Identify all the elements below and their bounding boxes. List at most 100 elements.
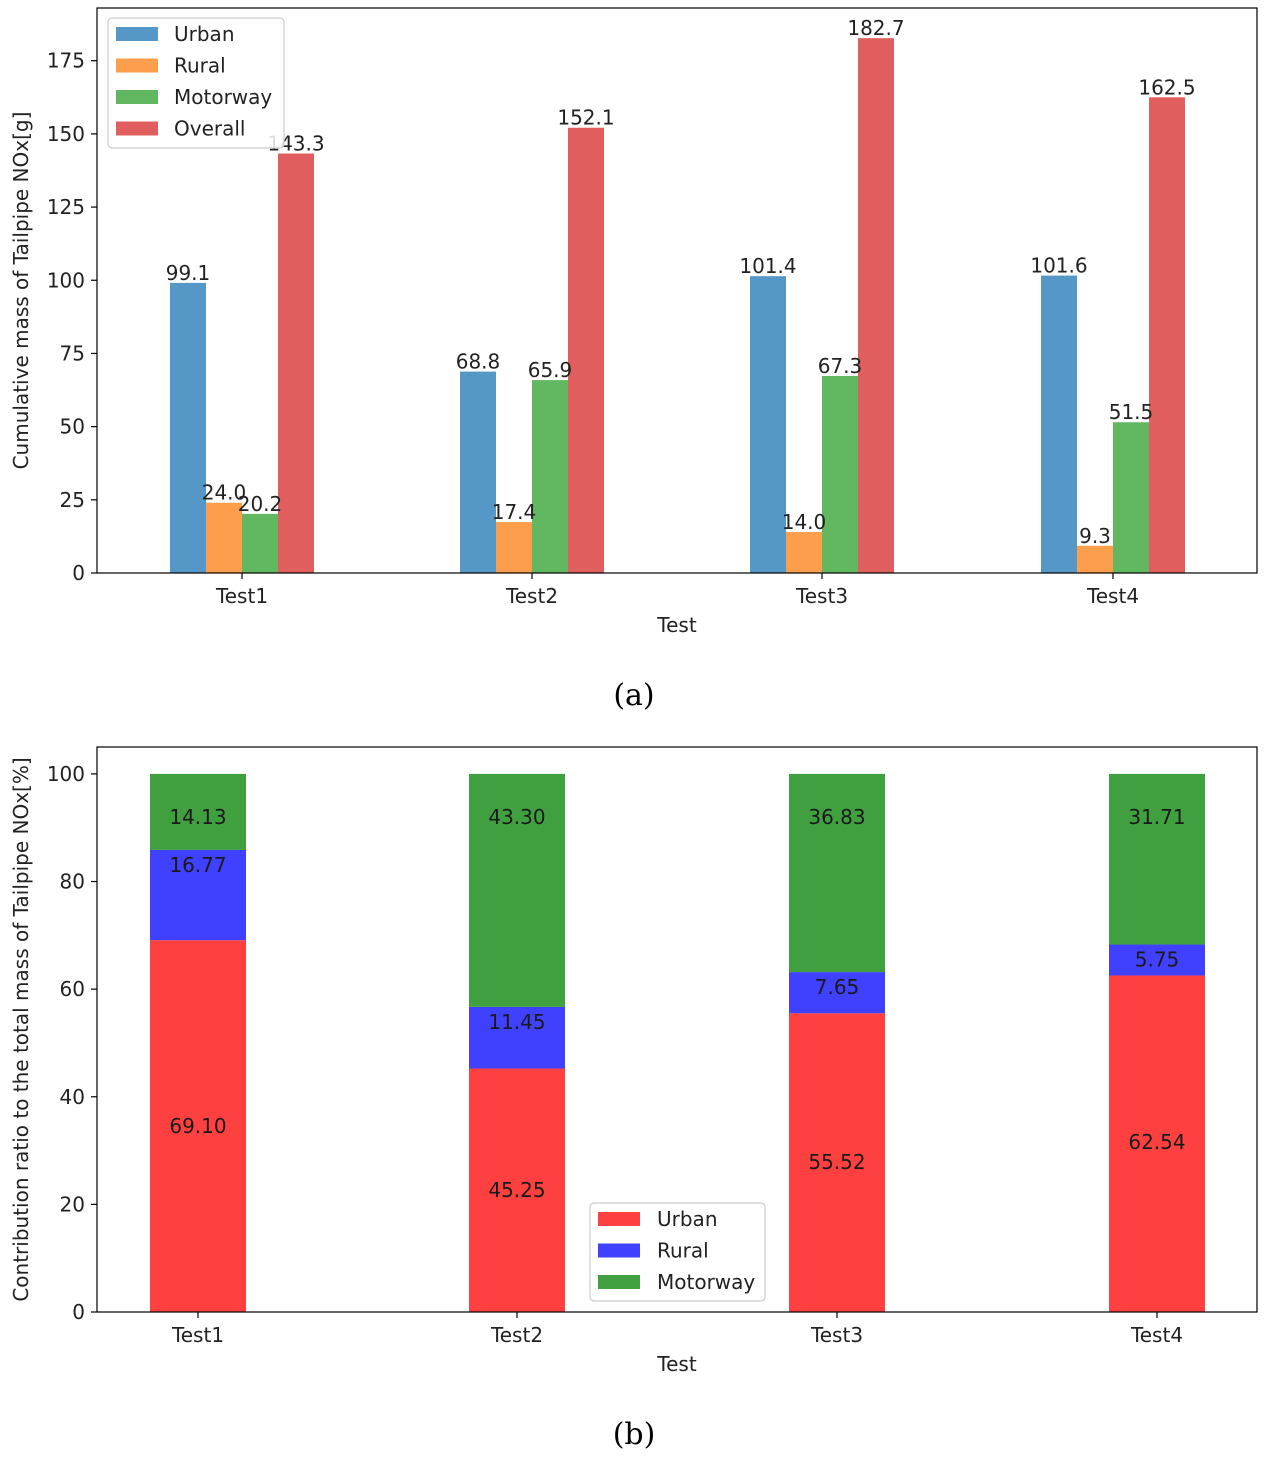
value-label-motorway-test1: 14.13 bbox=[169, 805, 226, 829]
bar-overall-test1 bbox=[278, 153, 314, 573]
x-tick-label: Test4 bbox=[1086, 584, 1139, 608]
value-label-rural-test2: 17.4 bbox=[492, 500, 537, 524]
legend-swatch-motorway bbox=[598, 1275, 640, 1289]
value-label-rural-test1: 24.0 bbox=[202, 481, 247, 505]
bar-motorway-test4 bbox=[1113, 422, 1149, 573]
y-tick-label: 20 bbox=[60, 1192, 85, 1216]
value-label-motorway-test1: 20.2 bbox=[238, 492, 283, 516]
bar-rural-test3 bbox=[786, 532, 822, 573]
chart-b-value-labels: 69.10 16.77 14.13 45.25 11.45 43.30 55.52 7.65 3… bbox=[169, 805, 1185, 1202]
x-tick-label: Test1 bbox=[215, 584, 268, 608]
bar-motorway-test4 bbox=[1109, 773, 1205, 945]
value-label-motorway-test2: 65.9 bbox=[528, 358, 573, 382]
value-label-urban-test3: 101.4 bbox=[739, 254, 796, 278]
legend-swatch-overall bbox=[116, 121, 158, 136]
bar-urban-test1 bbox=[170, 282, 206, 573]
chart-a: 99.1 68.8 101.4 101.6 24.0 17.4 14.0 9.3 20.2 65.… bbox=[9, 7, 1258, 713]
value-label-rural-test3: 14.0 bbox=[782, 510, 827, 534]
chart-a-x-axis-label: Test bbox=[656, 613, 697, 637]
x-tick-label: Test4 bbox=[1130, 1323, 1183, 1347]
bar-urban-test2 bbox=[469, 1068, 565, 1312]
bar-rural-test2 bbox=[469, 1006, 565, 1069]
y-tick-label: 75 bbox=[60, 341, 85, 365]
value-label-urban-test1: 99.1 bbox=[166, 261, 211, 285]
chart-b-y-axis-label: Contribution ratio to the total mass of … bbox=[9, 757, 33, 1301]
value-label-urban-test2: 68.8 bbox=[456, 350, 501, 374]
value-label-urban-test2: 45.25 bbox=[488, 1178, 545, 1202]
y-tick-label: 0 bbox=[72, 561, 85, 585]
chart-b-plot-frame bbox=[96, 746, 1258, 1313]
y-tick-label: 150 bbox=[47, 122, 85, 146]
bar-overall-test4 bbox=[1149, 97, 1185, 573]
bar-rural-test4 bbox=[1077, 545, 1113, 573]
value-label-overall-test4: 162.5 bbox=[1138, 75, 1195, 99]
value-label-motorway-test3: 67.3 bbox=[818, 354, 863, 378]
value-label-overall-test2: 152.1 bbox=[557, 106, 614, 130]
bar-motorway-test2 bbox=[532, 380, 568, 573]
legend-box bbox=[107, 17, 285, 149]
value-label-motorway-test4: 31.71 bbox=[1128, 805, 1185, 829]
y-tick-label: 175 bbox=[47, 49, 85, 73]
panel-b-caption: (b) bbox=[613, 1417, 656, 1452]
value-label-urban-test4: 101.6 bbox=[1030, 254, 1087, 278]
x-tick-label: Test3 bbox=[810, 1323, 863, 1347]
legend-label-urban: Urban bbox=[657, 1207, 718, 1231]
legend-swatch-rural bbox=[598, 1243, 640, 1258]
chart-a-value-labels: 99.1 68.8 101.4 101.6 24.0 17.4 14.0 9.3 20.2 65.… bbox=[166, 16, 1196, 548]
chart-a-plot-frame bbox=[96, 7, 1258, 574]
legend-swatch-urban bbox=[598, 1212, 640, 1226]
value-label-urban-test3: 55.52 bbox=[808, 1150, 865, 1174]
value-label-rural-test1: 16.77 bbox=[169, 853, 226, 877]
bar-urban-test3 bbox=[750, 276, 786, 573]
bar-rural-test4 bbox=[1109, 944, 1205, 976]
bar-rural-test1 bbox=[150, 849, 246, 941]
chart-a-legend: Urban Rural Motorway Overall bbox=[107, 17, 285, 149]
y-tick-label: 0 bbox=[72, 1300, 85, 1324]
value-label-motorway-test3: 36.83 bbox=[808, 805, 865, 829]
x-tick-label: Test2 bbox=[505, 584, 558, 608]
bar-overall-test3 bbox=[858, 38, 894, 574]
chart-a-bars bbox=[170, 38, 1185, 574]
y-tick-label: 25 bbox=[60, 488, 85, 512]
bar-urban-test4 bbox=[1109, 975, 1205, 1312]
value-label-motorway-test4: 51.5 bbox=[1109, 400, 1154, 424]
legend-label-urban: Urban bbox=[174, 22, 235, 46]
bar-urban-test3 bbox=[789, 1013, 885, 1312]
legend-label-motorway: Motorway bbox=[657, 1270, 755, 1294]
bar-motorway-test1 bbox=[150, 773, 246, 850]
y-tick-label: 40 bbox=[60, 1085, 85, 1109]
value-label-motorway-test2: 43.30 bbox=[488, 805, 545, 829]
bar-rural-test2 bbox=[496, 522, 532, 573]
value-label-rural-test4: 9.3 bbox=[1079, 524, 1111, 548]
x-tick-label: Test1 bbox=[171, 1323, 224, 1347]
value-label-rural-test3: 7.65 bbox=[815, 975, 860, 999]
chart-a-x-axis: Test1 Test2 Test3 Test4 bbox=[215, 573, 1139, 608]
bar-urban-test2 bbox=[460, 371, 496, 573]
bar-motorway-test2 bbox=[469, 773, 565, 1007]
y-tick-label: 100 bbox=[47, 762, 85, 786]
value-label-overall-test3: 182.7 bbox=[847, 16, 904, 40]
bar-motorway-test3 bbox=[789, 773, 885, 973]
bar-rural-test1 bbox=[206, 502, 242, 573]
y-tick-label: 100 bbox=[47, 268, 85, 292]
bar-motorway-test3 bbox=[822, 375, 858, 573]
y-tick-label: 80 bbox=[60, 870, 85, 894]
value-label-urban-test4: 62.54 bbox=[1128, 1130, 1185, 1154]
chart-b-x-axis-label: Test bbox=[656, 1352, 697, 1376]
y-tick-label: 60 bbox=[60, 977, 85, 1001]
chart-b: 69.10 16.77 14.13 45.25 11.45 43.30 55.52 7.65 3… bbox=[9, 746, 1258, 1452]
bar-motorway-test1 bbox=[242, 513, 278, 573]
chart-a-y-axis-label: Cumulative mass of Tailpipe NOx[g] bbox=[9, 112, 33, 470]
bar-overall-test2 bbox=[568, 127, 604, 574]
chart-a-y-axis: 0 25 50 75 100 125 150 175 bbox=[47, 49, 97, 585]
legend-swatch-motorway bbox=[116, 90, 158, 104]
value-label-rural-test4: 5.75 bbox=[1135, 948, 1180, 972]
chart-b-x-axis: Test1 Test2 Test3 Test4 bbox=[171, 1312, 1183, 1347]
chart-b-legend: Urban Rural Motorway bbox=[589, 1202, 766, 1302]
bar-rural-test3 bbox=[789, 972, 885, 1014]
x-tick-label: Test2 bbox=[490, 1323, 543, 1347]
y-tick-label: 50 bbox=[60, 415, 85, 439]
value-label-urban-test1: 69.10 bbox=[169, 1114, 226, 1138]
bar-urban-test4 bbox=[1041, 275, 1077, 573]
